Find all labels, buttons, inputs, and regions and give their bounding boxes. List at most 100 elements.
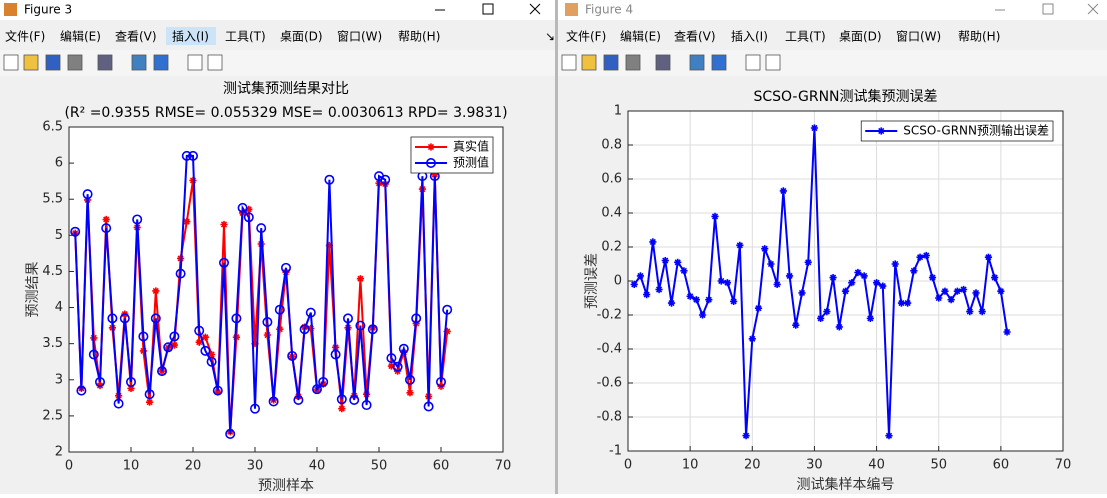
data-point xyxy=(953,287,961,295)
data-point xyxy=(113,398,124,409)
data-point xyxy=(231,313,242,324)
menu-item[interactable]: 插入(I) xyxy=(172,30,209,44)
data-point xyxy=(916,253,924,261)
x-axis-label: 测试集样本编号 xyxy=(797,476,895,493)
data-point xyxy=(655,285,663,294)
menu-item[interactable]: 工具(T) xyxy=(225,30,266,44)
legend-box xyxy=(860,120,1054,142)
menu-highlight xyxy=(166,27,216,45)
toolbar-button[interactable] xyxy=(561,54,577,71)
menu-item[interactable]: 编辑(E) xyxy=(620,29,661,44)
data-point xyxy=(730,297,738,305)
data-point xyxy=(785,272,794,280)
window-title: Figure 4 xyxy=(585,3,633,17)
data-point xyxy=(848,279,856,287)
menu-item[interactable]: 桌面(D) xyxy=(839,30,882,44)
toolbar-button[interactable] xyxy=(603,54,619,71)
toolbar-button[interactable] xyxy=(765,54,781,71)
y-tick-label: 3.5 xyxy=(42,336,63,351)
data-point xyxy=(717,277,725,285)
data-point xyxy=(959,285,968,294)
y-tick-label: 3 xyxy=(55,372,63,387)
close-button[interactable] xyxy=(1087,3,1099,15)
data-point xyxy=(338,405,346,413)
toolbar-button[interactable] xyxy=(625,54,641,71)
data-point xyxy=(237,202,248,213)
data-point xyxy=(307,324,315,333)
data-point xyxy=(126,376,137,387)
data-point xyxy=(723,279,732,287)
toolbar-button[interactable] xyxy=(131,54,147,71)
menu-item[interactable]: 帮助(H) xyxy=(398,30,440,44)
data-point xyxy=(107,313,118,324)
title-bar xyxy=(0,0,555,20)
data-point xyxy=(70,226,81,237)
menu-item[interactable]: 文件(F) xyxy=(5,29,45,44)
maximize-button[interactable] xyxy=(482,3,494,15)
menu-item[interactable]: 窗口(W) xyxy=(337,30,382,44)
toolbar-button[interactable] xyxy=(45,54,61,71)
data-point xyxy=(966,308,974,316)
x-tick-label: 20 xyxy=(744,458,761,473)
data-point xyxy=(443,327,451,335)
data-point xyxy=(406,389,414,397)
x-tick-label: 0 xyxy=(65,459,73,474)
y-axis-label: 预测误差 xyxy=(584,253,600,309)
toolbar-button[interactable] xyxy=(581,54,597,71)
data-point xyxy=(810,124,819,132)
data-point xyxy=(342,313,353,324)
toolbar-button[interactable] xyxy=(711,54,727,71)
maximize-button[interactable] xyxy=(1042,3,1054,15)
menu-item[interactable]: 窗口(W) xyxy=(896,30,941,44)
data-point xyxy=(356,275,364,283)
toolbar-button[interactable] xyxy=(655,54,671,71)
data-point xyxy=(423,401,434,412)
data-point xyxy=(404,374,415,385)
data-point xyxy=(798,289,806,297)
data-point xyxy=(804,258,812,266)
toolbar-button[interactable] xyxy=(745,54,761,71)
menu-item[interactable]: 工具(T) xyxy=(785,30,826,44)
y-tick-label: 0.4 xyxy=(601,206,622,221)
close-button[interactable] xyxy=(529,3,541,15)
data-point xyxy=(698,311,707,319)
data-point xyxy=(928,274,937,282)
y-tick-label: -0.2 xyxy=(597,308,622,323)
y-tick-label: -0.4 xyxy=(597,342,622,357)
menu-arrow[interactable]: ↘ xyxy=(545,30,555,44)
data-point xyxy=(386,353,397,364)
menu-item[interactable]: 查看(V) xyxy=(674,30,716,44)
data-point xyxy=(841,287,850,295)
y-tick-label: 4 xyxy=(55,300,63,315)
data-point xyxy=(144,389,155,400)
menu-item[interactable]: 文件(F) xyxy=(566,29,606,44)
toolbar-button[interactable] xyxy=(3,54,19,71)
data-point xyxy=(299,324,310,335)
toolbar-button[interactable] xyxy=(689,54,705,71)
x-tick-label: 70 xyxy=(1055,458,1072,473)
data-point xyxy=(181,150,192,161)
toolbar-button[interactable] xyxy=(97,54,113,71)
toolbar-button[interactable] xyxy=(23,54,39,71)
data-point xyxy=(319,380,327,388)
data-point xyxy=(169,331,180,342)
series-line xyxy=(74,154,449,434)
toolbar-button[interactable] xyxy=(207,54,223,71)
menu-item[interactable]: 编辑(E) xyxy=(60,29,101,44)
y-tick-label: 5.5 xyxy=(42,192,63,207)
menu-item[interactable]: 桌面(D) xyxy=(280,30,323,44)
toolbar-button[interactable] xyxy=(187,54,203,71)
data-point xyxy=(630,280,638,288)
data-point xyxy=(325,241,333,250)
toolbar-button[interactable] xyxy=(67,54,83,71)
menu-item[interactable]: 查看(V) xyxy=(115,30,157,44)
data-point xyxy=(243,212,254,223)
data-point xyxy=(102,215,110,224)
menu-item[interactable]: 帮助(H) xyxy=(958,30,1000,44)
toolbar xyxy=(0,50,555,76)
menu-item[interactable]: 插入(I) xyxy=(731,30,768,44)
x-tick-label: 20 xyxy=(185,459,202,474)
data-point xyxy=(854,268,862,277)
toolbar-button[interactable] xyxy=(153,54,169,71)
